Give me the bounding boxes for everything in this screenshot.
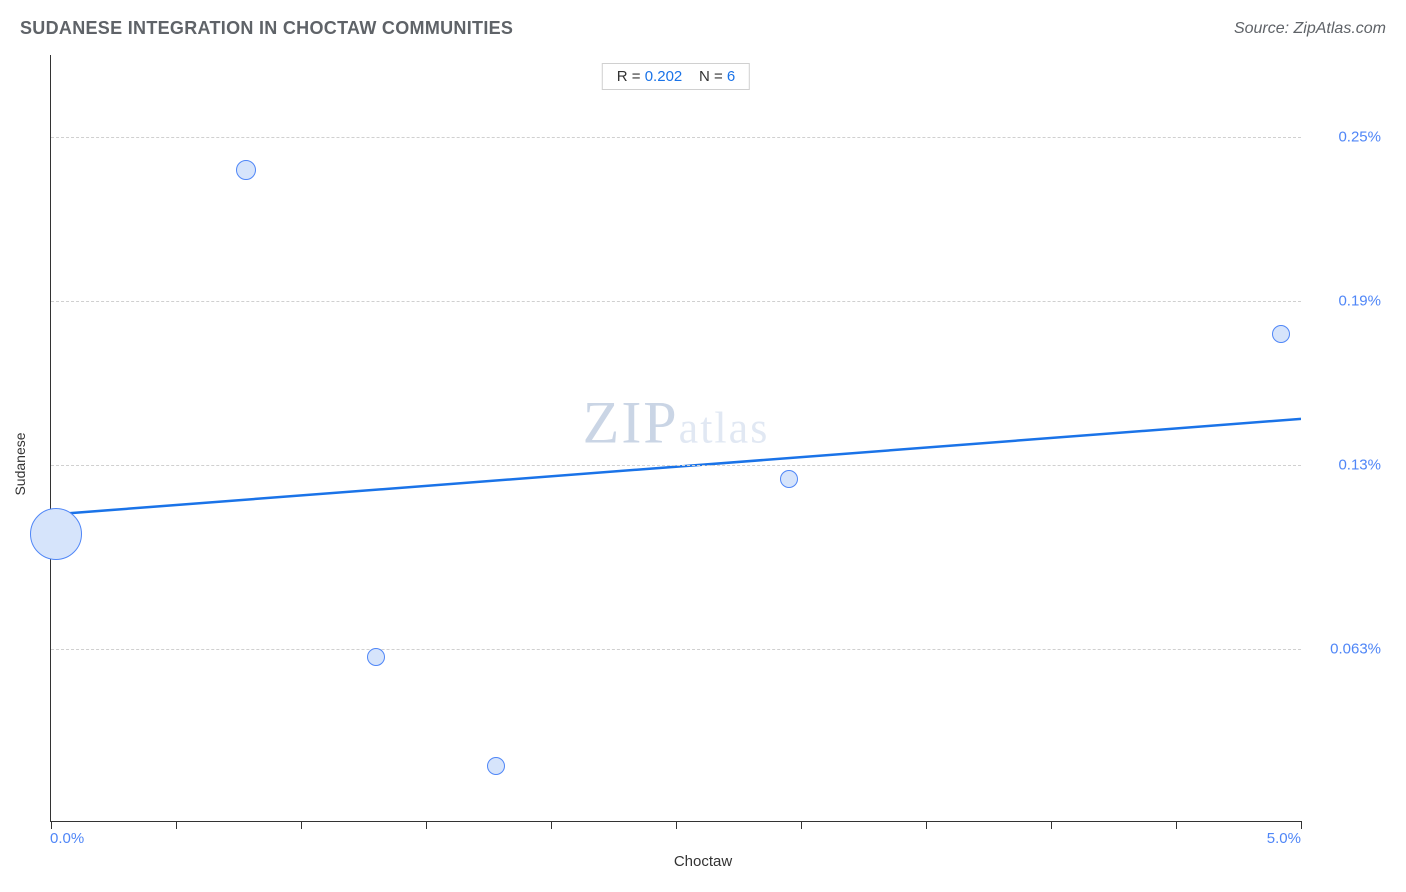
x-tick: [301, 821, 302, 829]
data-point: [780, 470, 798, 488]
plot-area: ZIPatlas R = 0.202 N = 6 0.063%0.13%0.19…: [50, 55, 1301, 822]
x-min-label: 0.0%: [50, 830, 84, 847]
x-tick: [801, 821, 802, 829]
x-tick: [551, 821, 552, 829]
y-tick-label: 0.13%: [1311, 457, 1381, 474]
x-tick: [926, 821, 927, 829]
chart-header: SUDANESE INTEGRATION IN CHOCTAW COMMUNIT…: [0, 0, 1406, 49]
x-tick: [51, 821, 52, 829]
x-max-label: 5.0%: [1267, 830, 1301, 847]
data-point: [487, 757, 505, 775]
y-tick-label: 0.063%: [1311, 640, 1381, 657]
data-point: [367, 648, 385, 666]
gridline-h: [51, 465, 1301, 466]
x-tick: [1051, 821, 1052, 829]
y-axis-label: Sudanese: [12, 432, 28, 495]
chart-source: Source: ZipAtlas.com: [1234, 20, 1386, 38]
data-point: [30, 508, 82, 560]
chart-title: SUDANESE INTEGRATION IN CHOCTAW COMMUNIT…: [20, 18, 513, 39]
gridline-h: [51, 301, 1301, 302]
y-tick-label: 0.25%: [1311, 129, 1381, 146]
gridline-h: [51, 137, 1301, 138]
chart-container: Sudanese ZIPatlas R = 0.202 N = 6 0.063%…: [20, 55, 1386, 872]
x-tick: [426, 821, 427, 829]
data-point: [1272, 325, 1290, 343]
data-point: [236, 160, 256, 180]
y-tick-label: 0.19%: [1311, 293, 1381, 310]
x-axis-label: Choctaw: [674, 853, 732, 870]
gridline-h: [51, 649, 1301, 650]
x-tick: [1176, 821, 1177, 829]
x-tick: [1301, 821, 1302, 829]
x-tick: [176, 821, 177, 829]
x-tick: [676, 821, 677, 829]
